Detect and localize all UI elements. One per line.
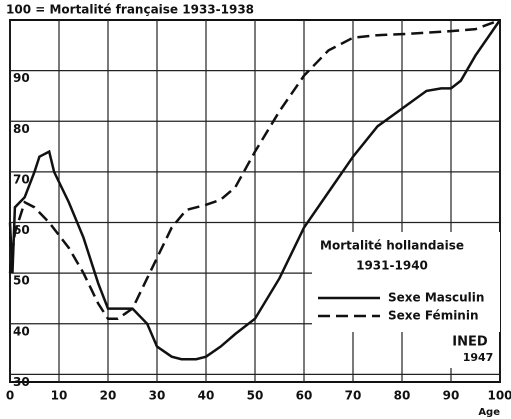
annotation: INED xyxy=(452,335,488,350)
legend-title: 1931-1940 xyxy=(356,259,428,273)
chart-title: 100 = Mortalité française 1933-1938 xyxy=(6,3,254,17)
legend-title: Mortalité hollandaise xyxy=(320,239,464,253)
x-tick-label: 40 xyxy=(198,389,215,403)
y-tick-label: 40 xyxy=(13,324,30,338)
x-tick-label: 30 xyxy=(149,389,166,403)
y-tick-label: 30 xyxy=(13,375,30,389)
y-tick-label: 50 xyxy=(13,274,30,288)
x-tick-label: 70 xyxy=(345,389,362,403)
y-tick-label: 90 xyxy=(13,71,30,85)
annotation-box xyxy=(448,332,498,368)
x-tick-label: 10 xyxy=(51,389,68,403)
y-tick-label: 80 xyxy=(13,122,30,136)
x-tick-label: 90 xyxy=(443,389,460,403)
x-tick-label: 60 xyxy=(296,389,313,403)
line-series xyxy=(8,19,502,361)
x-axis-label: Age xyxy=(478,407,500,418)
annotation: 1947 xyxy=(463,351,494,364)
x-tick-label: 100 xyxy=(487,389,511,403)
x-tick-label: 80 xyxy=(394,389,411,403)
x-tick-label: 0 xyxy=(6,389,14,403)
line-series xyxy=(8,18,501,320)
y-tick-label: 60 xyxy=(13,223,30,237)
legend-label: Sexe Masculin xyxy=(388,291,484,305)
y-tick-label: 70 xyxy=(13,172,30,186)
x-tick-label: 50 xyxy=(247,389,264,403)
x-tick-label: 20 xyxy=(100,389,117,403)
legend-label: Sexe Féminin xyxy=(388,309,479,323)
